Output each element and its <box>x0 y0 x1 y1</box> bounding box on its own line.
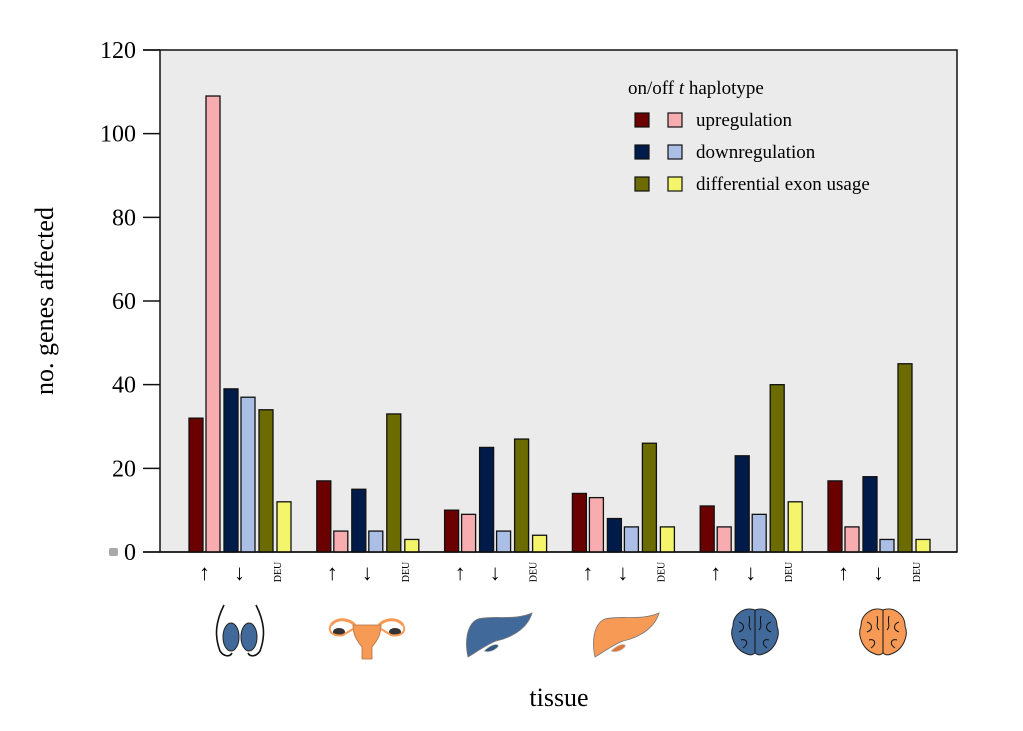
bar-3-2 <box>495 530 512 553</box>
legend-title: on/off t haplotype <box>628 78 764 99</box>
bar-2-4 <box>734 455 750 553</box>
legend-swatch <box>634 112 650 128</box>
x-axis-title: tissue <box>529 683 588 712</box>
bar-0-2 <box>443 509 460 553</box>
plot-area <box>159 49 958 553</box>
bar-5-3 <box>659 526 676 553</box>
x-subgroup-label: DEU <box>912 561 923 582</box>
x-subgroup-label: DEU <box>656 561 667 582</box>
bar-5-5 <box>915 538 931 553</box>
bar-4-0 <box>258 409 274 553</box>
bar-2-2 <box>478 446 495 553</box>
x-subgroup-label: ↓ <box>617 560 628 585</box>
y-tick-label: 60 <box>112 289 136 315</box>
x-subgroup-label: DEU <box>273 561 284 582</box>
bar-3-0 <box>240 396 256 553</box>
collapse-toggle-icon[interactable] <box>109 548 118 556</box>
bar-1-3 <box>588 496 605 553</box>
brain-blue-icon <box>731 608 779 656</box>
legend: on/off t haplotype upregulation downregula… <box>628 78 870 195</box>
legend-swatch <box>667 112 683 128</box>
liver-orange-icon <box>593 612 660 658</box>
x-subgroup-label: DEU <box>401 561 412 582</box>
x-subgroup-label: ↑ <box>327 560 338 585</box>
y-tick-label: 0 <box>124 540 136 566</box>
bar-2-3 <box>606 517 623 553</box>
bar-2-0 <box>223 388 239 553</box>
y-tick-label: 80 <box>112 205 136 231</box>
bar-1-0 <box>205 95 221 553</box>
y-tick-label: 120 <box>100 38 136 64</box>
bar-4-2 <box>513 438 530 553</box>
bar-4-1 <box>386 413 402 553</box>
x-subgroup-label: ↑ <box>838 560 849 585</box>
x-subgroup-label: DEU <box>784 561 795 582</box>
x-subgroup-label: ↓ <box>362 560 373 585</box>
bar-3-3 <box>623 526 640 553</box>
bar-0-5 <box>827 480 843 553</box>
bar-5-4 <box>787 501 803 553</box>
bar-3-1 <box>368 530 384 553</box>
legend-swatch <box>667 176 683 192</box>
y-tick-label: 40 <box>112 373 136 399</box>
y-tick-label: 100 <box>100 122 136 148</box>
bar-1-2 <box>460 513 477 553</box>
x-subgroup-label: DEU <box>529 561 540 582</box>
bar-4-5 <box>897 363 913 553</box>
bars <box>188 95 931 553</box>
bar-1-5 <box>844 526 860 553</box>
bar-1-1 <box>333 530 349 553</box>
x-subgroup-label: ↓ <box>745 560 756 585</box>
bar-5-1 <box>404 538 420 553</box>
bar-5-0 <box>276 501 292 553</box>
x-subgroup-label: ↓ <box>873 560 884 585</box>
legend-swatch <box>634 176 650 192</box>
bar-4-4 <box>769 384 785 553</box>
x-subgroup-label: ↑ <box>582 560 593 585</box>
y-axis-title: no. genes affected <box>30 207 59 395</box>
legend-label: upregulation <box>696 110 793 131</box>
bar-5-2 <box>531 534 548 553</box>
legend-swatch <box>634 144 650 160</box>
bar-3-5 <box>879 538 895 553</box>
legend-label: differential exon usage <box>696 174 870 195</box>
brain-orange-icon <box>859 608 907 656</box>
legend-label: downregulation <box>696 142 816 163</box>
x-subgroup-label: ↑ <box>199 560 210 585</box>
bar-4-3 <box>641 442 658 553</box>
x-subgroup-label: ↓ <box>490 560 501 585</box>
bar-2-5 <box>862 476 878 553</box>
x-subgroup-label: ↑ <box>455 560 466 585</box>
ovary-uterus-icon <box>328 618 406 660</box>
testis-icon <box>215 604 265 657</box>
bar-2-1 <box>351 488 367 553</box>
bar-0-4 <box>699 505 715 553</box>
bar-1-4 <box>716 526 732 553</box>
x-subgroup-label: ↓ <box>234 560 245 585</box>
bar-3-4 <box>751 513 767 553</box>
bar-0-0 <box>188 417 204 553</box>
x-subgroup-labels: ↑ ↓ DEU ↑ ↓ DEU ↑ ↓ DEU ↑ ↓ DEU ↑ ↓ DEU ↑ ↓ DEU <box>199 560 923 585</box>
bar-0-1 <box>316 480 332 553</box>
bar-0-3 <box>571 492 588 553</box>
liver-blue-icon <box>466 612 533 658</box>
legend-swatch <box>667 144 683 160</box>
y-tick-label: 20 <box>112 456 136 482</box>
y-axis: 0 20 40 60 80 100 120 <box>100 38 957 566</box>
x-subgroup-label: ↑ <box>710 560 721 585</box>
